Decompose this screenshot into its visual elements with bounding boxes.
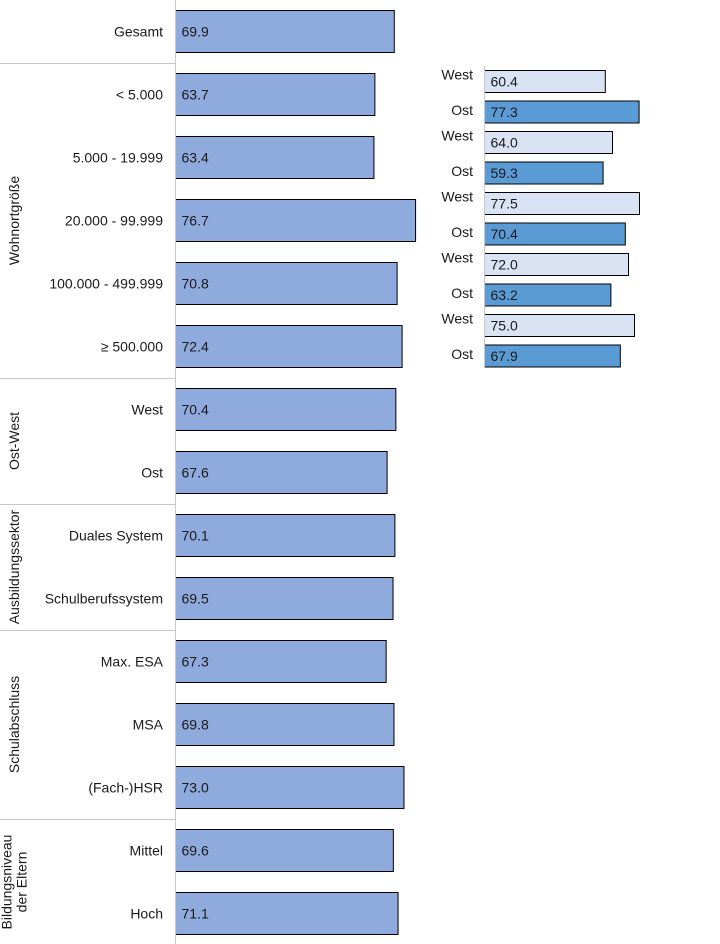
category-label: Hoch	[130, 906, 163, 922]
inset-bar-value-label: 67.9	[491, 348, 518, 364]
bar-value-label: 67.3	[182, 654, 209, 670]
group-label: Schulabschluss	[6, 676, 22, 773]
bar-value-label: 63.4	[182, 150, 209, 166]
bar	[175, 829, 394, 872]
bar	[175, 451, 388, 494]
inset-bar-value-label: 59.3	[491, 165, 518, 181]
bar-value-label: 69.8	[182, 717, 209, 733]
bar-value-label: 76.7	[182, 213, 209, 229]
bar	[175, 703, 395, 746]
bar-value-label: 69.6	[182, 843, 209, 859]
inset-category-label: Ost	[451, 285, 473, 301]
inset-bar-value-label: 77.5	[491, 196, 518, 212]
category-label: Ost	[141, 465, 163, 481]
category-label: < 5.000	[116, 87, 163, 103]
bar	[175, 892, 399, 935]
inset-category-label: Ost	[451, 102, 473, 118]
category-label: Schulberufssystem	[45, 591, 163, 607]
category-label: MSA	[133, 717, 164, 733]
inset-bar-value-label: 77.3	[491, 104, 518, 120]
category-label: 5.000 - 19.999	[73, 150, 164, 166]
group-label: Ost-West	[6, 412, 22, 470]
category-label: (Fach-)HSR	[88, 780, 163, 796]
bar-value-label: 71.1	[182, 906, 209, 922]
bar	[175, 640, 387, 683]
bar	[175, 577, 394, 620]
bar	[175, 766, 405, 809]
category-label: ≥ 500.000	[101, 339, 163, 355]
category-label: 100.000 - 499.999	[49, 276, 163, 292]
bar	[175, 514, 396, 557]
bar	[175, 199, 417, 242]
inset-category-label: Ost	[451, 224, 473, 240]
bar-value-label: 70.1	[182, 528, 209, 544]
bar-value-label: 69.5	[182, 591, 209, 607]
bar	[175, 388, 397, 431]
bar-value-label: 70.4	[182, 402, 209, 418]
inset-category-label: West	[441, 189, 473, 205]
category-label: Mittel	[130, 843, 163, 859]
bar-value-label: 70.8	[182, 276, 209, 292]
bar-value-label: 63.7	[182, 87, 209, 103]
category-label: Max. ESA	[101, 654, 164, 670]
inset-category-label: Ost	[451, 163, 473, 179]
group-label: Bildungsniveau	[0, 835, 15, 930]
bar-value-label: 72.4	[182, 339, 209, 355]
inset-bar-value-label: 70.4	[491, 226, 518, 242]
group-label: Ausbildungssektor	[6, 509, 22, 624]
inset-category-label: Ost	[451, 346, 473, 362]
group-label: Wohnortgröße	[6, 176, 22, 265]
bar	[175, 10, 395, 53]
bar-value-label: 67.6	[182, 465, 209, 481]
group-label: der Eltern	[14, 852, 30, 913]
bar	[175, 136, 375, 179]
bar-value-label: 73.0	[182, 780, 209, 796]
inset-category-label: West	[441, 250, 473, 266]
category-label: Duales System	[69, 528, 163, 544]
category-label: 20.000 - 99.999	[65, 213, 163, 229]
category-label: Gesamt	[114, 24, 163, 40]
inset-category-label: West	[441, 67, 473, 83]
inset-category-label: West	[441, 128, 473, 144]
inset-bar-value-label: 64.0	[491, 135, 518, 151]
inset-bar-value-label: 75.0	[491, 318, 518, 334]
bar-value-label: 69.9	[182, 24, 209, 40]
inset-category-label: West	[441, 311, 473, 327]
bar	[175, 325, 403, 368]
bar	[175, 262, 398, 305]
category-label: West	[131, 402, 163, 418]
inset-bar-value-label: 72.0	[491, 257, 518, 273]
inset-bar-value-label: 63.2	[491, 287, 518, 303]
inset-bar-value-label: 60.4	[491, 74, 518, 90]
